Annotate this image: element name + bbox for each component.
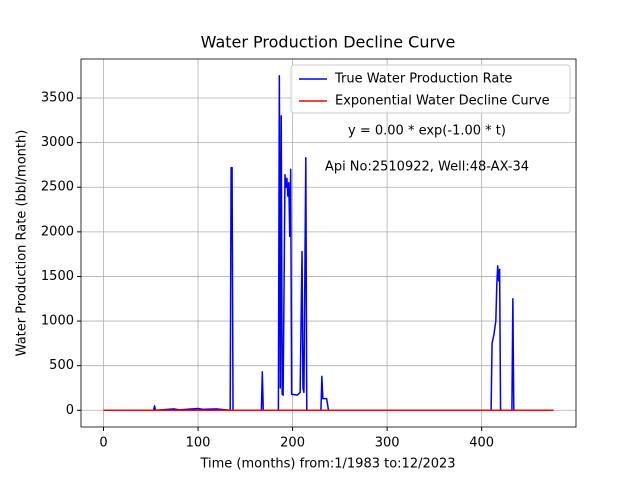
x-tick-label: 400 (469, 436, 494, 451)
x-tick-label: 100 (186, 436, 211, 451)
y-tick-label: 3500 (41, 91, 74, 106)
legend-box (290, 64, 571, 114)
x-tick-label: 0 (99, 436, 107, 451)
y-tick-label: 2000 (41, 224, 74, 239)
x-tick-label: 200 (280, 436, 305, 451)
legend-label: True Water Production Rate (334, 72, 512, 87)
y-tick-label: 2500 (41, 180, 74, 195)
chart-title: Water Production Decline Curve (201, 33, 456, 52)
plot-frame (80, 58, 577, 428)
x-axis-label: Time (months) from:1/1983 to:12/2023 (199, 457, 455, 472)
y-tick-label: 0 (66, 403, 74, 418)
y-tick-label: 3000 (41, 135, 74, 150)
annotation: Api No:2510922, Well:48-AX-34 (325, 160, 529, 175)
annotation: y = 0.00 * exp(-1.00 * t) (348, 124, 506, 139)
legend-label: Exponential Water Decline Curve (335, 94, 550, 109)
x-tick-label: 300 (375, 436, 400, 451)
y-tick-label: 1000 (41, 314, 74, 329)
y-axis-label: Water Production Rate (bbl/month) (15, 130, 30, 357)
y-tick-label: 1500 (41, 269, 74, 284)
y-tick-label: 500 (49, 358, 74, 373)
